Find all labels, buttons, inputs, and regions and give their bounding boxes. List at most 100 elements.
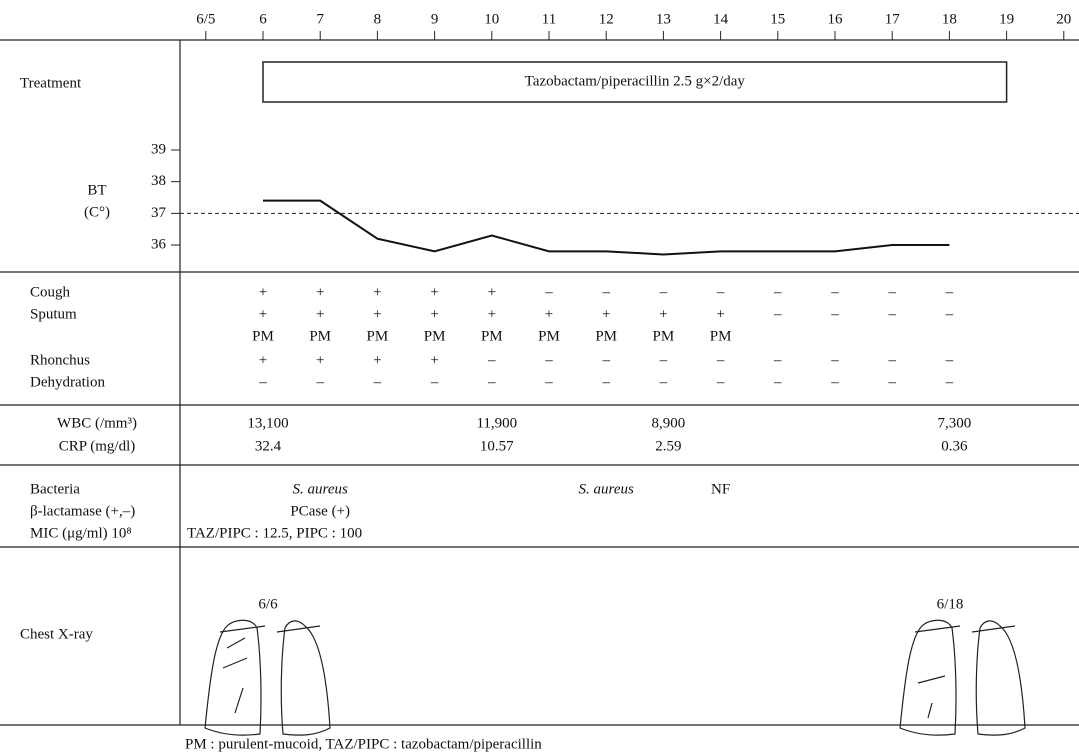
finding: – <box>487 352 496 368</box>
wbc-value: 7,300 <box>938 415 972 431</box>
wbc-value: 11,900 <box>476 415 517 431</box>
finding: – <box>945 374 954 390</box>
finding: – <box>887 284 896 300</box>
finding: – <box>601 284 610 300</box>
finding: – <box>773 284 782 300</box>
finding: – <box>373 374 382 390</box>
row-label: Rhonchus <box>30 352 90 368</box>
date-label: 16 <box>828 11 844 27</box>
date-label: 13 <box>656 11 671 27</box>
finding: – <box>430 374 439 390</box>
date-label: 19 <box>999 11 1014 27</box>
finding: – <box>601 374 610 390</box>
wbc-value: 8,900 <box>652 415 686 431</box>
finding: – <box>315 374 324 390</box>
row-label: Chest X-ray <box>20 626 93 642</box>
row-label: Sputum <box>30 306 77 322</box>
finding: – <box>773 374 782 390</box>
sputum-grade: PM <box>309 328 331 344</box>
finding: – <box>487 374 496 390</box>
sputum-grade: PM <box>538 328 560 344</box>
row-unit: (C°) <box>84 204 110 220</box>
finding: + <box>373 306 381 322</box>
finding: + <box>488 306 496 322</box>
finding: – <box>887 306 896 322</box>
finding: – <box>716 284 725 300</box>
finding: + <box>259 352 267 368</box>
crp-value: 0.36 <box>941 438 968 454</box>
finding: – <box>945 352 954 368</box>
finding: + <box>430 352 438 368</box>
bacteria-name: NF <box>711 481 730 497</box>
date-label: 10 <box>484 11 499 27</box>
finding: – <box>601 352 610 368</box>
finding: – <box>830 284 839 300</box>
finding: – <box>659 352 668 368</box>
clinical-course: Treatment BT (C°) Chest X-ray 6/6 6/18 T… <box>0 0 1079 755</box>
row-label: Treatment <box>20 75 82 91</box>
date-label: 12 <box>599 11 614 27</box>
finding: – <box>945 284 954 300</box>
y-tick-label: 38 <box>151 173 166 189</box>
date-label: 7 <box>316 11 324 27</box>
date-label: 20 <box>1056 11 1071 27</box>
finding: – <box>887 352 896 368</box>
date-label: 6/5 <box>196 11 215 27</box>
finding: – <box>716 374 725 390</box>
y-tick-label: 37 <box>151 205 167 221</box>
xray-sketch <box>205 620 330 735</box>
row-label: MIC (μg/ml) 10⁸ <box>30 525 132 541</box>
wbc-value: 13,100 <box>247 415 288 431</box>
mic-text: TAZ/PIPC : 12.5, PIPC : 100 <box>187 525 362 541</box>
xray-date: 6/6 <box>258 596 278 612</box>
finding: + <box>373 352 381 368</box>
sputum-grade: PM <box>252 328 274 344</box>
bacteria-name: S. aureus <box>293 481 348 497</box>
finding: + <box>659 306 667 322</box>
finding: + <box>488 284 496 300</box>
sputum-grade: PM <box>710 328 732 344</box>
crp-value: 32.4 <box>255 438 282 454</box>
finding: – <box>887 374 896 390</box>
xray-date: 6/18 <box>937 596 964 612</box>
row-label: β-lactamase (+,–) <box>30 503 135 519</box>
date-label: 8 <box>374 11 382 27</box>
finding: + <box>316 284 324 300</box>
finding: – <box>659 374 668 390</box>
date-label: 6 <box>259 11 267 27</box>
date-label: 11 <box>542 11 556 27</box>
finding: – <box>945 306 954 322</box>
finding: + <box>373 284 381 300</box>
y-tick-label: 36 <box>151 236 167 252</box>
date-label: 9 <box>431 11 439 27</box>
finding: + <box>259 306 267 322</box>
row-label: BT <box>87 182 106 198</box>
finding: – <box>258 374 267 390</box>
finding: – <box>830 306 839 322</box>
finding: – <box>544 284 553 300</box>
date-label: 18 <box>942 11 957 27</box>
row-label: CRP (mg/dl) <box>59 438 136 454</box>
finding: + <box>602 306 610 322</box>
finding: + <box>430 306 438 322</box>
finding: – <box>544 352 553 368</box>
finding: – <box>773 306 782 322</box>
sputum-grade: PM <box>653 328 675 344</box>
finding: – <box>716 352 725 368</box>
xray-sketch <box>900 620 1025 735</box>
finding: + <box>316 306 324 322</box>
finding: – <box>830 352 839 368</box>
y-tick-label: 39 <box>151 141 166 157</box>
crp-value: 2.59 <box>655 438 681 454</box>
bt-line <box>263 201 949 255</box>
date-label: 17 <box>885 11 901 27</box>
row-label: Cough <box>30 284 71 300</box>
beta-lactamase: PCase (+) <box>290 503 350 519</box>
finding: + <box>316 352 324 368</box>
date-label: 15 <box>770 11 785 27</box>
row-label: WBC (/mm³) <box>57 415 137 431</box>
sputum-grade: PM <box>595 328 617 344</box>
finding: – <box>830 374 839 390</box>
finding: – <box>659 284 668 300</box>
row-label: Bacteria <box>30 481 80 497</box>
